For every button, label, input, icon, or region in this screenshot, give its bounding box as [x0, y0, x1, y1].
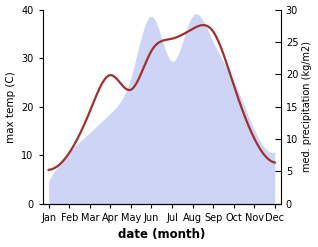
Y-axis label: med. precipitation (kg/m2): med. precipitation (kg/m2): [302, 41, 313, 172]
Y-axis label: max temp (C): max temp (C): [5, 71, 16, 143]
X-axis label: date (month): date (month): [118, 228, 205, 242]
